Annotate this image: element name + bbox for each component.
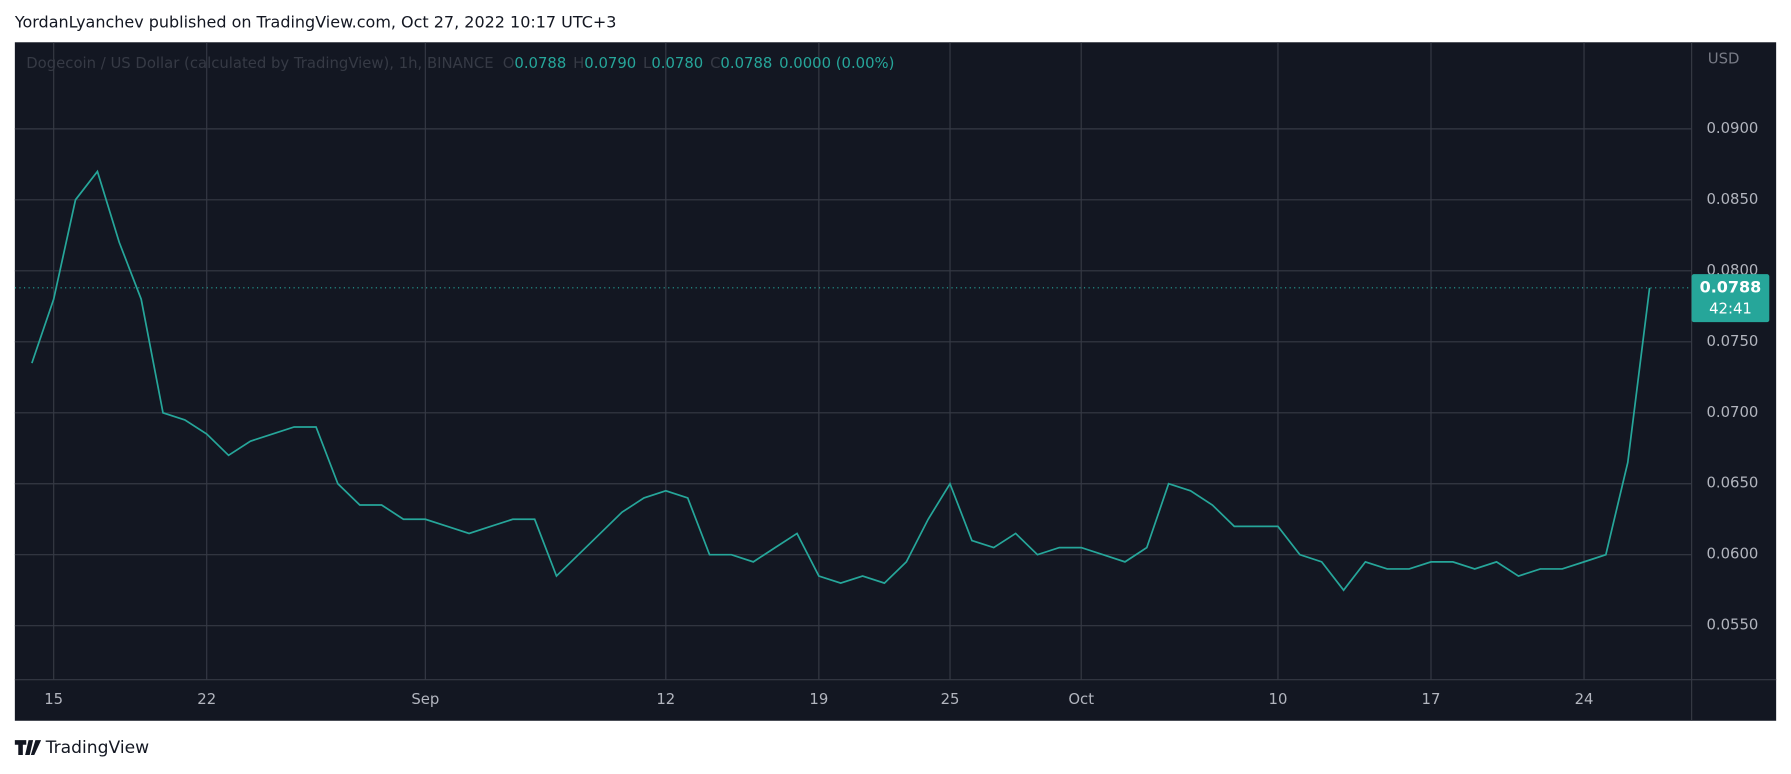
x-tick-label: 19 — [809, 691, 828, 708]
x-tick-label: 25 — [941, 691, 960, 708]
last-price-tag — [1691, 274, 1770, 323]
footer-logo: TradingView — [14, 738, 149, 758]
y-tick-label: 0.0550 — [1706, 617, 1758, 634]
y-tick-label: 0.0650 — [1706, 475, 1758, 492]
countdown: 42:41 — [1709, 301, 1752, 318]
ohlc-value: 0.0790 — [584, 55, 636, 72]
ohlc-label: O — [503, 55, 515, 72]
footer-brand: TradingView — [45, 738, 149, 758]
x-tick-label: 17 — [1422, 691, 1441, 708]
ohlc-value: 0.0780 — [651, 55, 703, 72]
x-tick-label: 24 — [1575, 691, 1594, 708]
x-tick-label: 15 — [44, 691, 63, 708]
ohlc-label: L — [643, 55, 652, 72]
x-tick-label: Sep — [411, 691, 439, 708]
y-tick-label: 0.0900 — [1706, 120, 1758, 137]
price-line — [31, 169, 1651, 592]
y-tick-label: 0.0850 — [1706, 191, 1758, 208]
y-tick-label: 0.0750 — [1706, 333, 1758, 350]
x-tick-label: 22 — [197, 691, 216, 708]
legend-title: Dogecoin / US Dollar (calculated by Trad… — [26, 55, 493, 72]
grid — [14, 42, 1692, 680]
y-tick-label: 0.0700 — [1706, 404, 1758, 421]
axes: 0.05500.06000.06500.07000.07500.08000.08… — [44, 120, 1770, 708]
last-price-label: 0.0788 — [1700, 277, 1762, 296]
chart-background — [14, 42, 1777, 721]
ohlc-value: 0.0788 — [720, 55, 772, 72]
ohlc-label: H — [573, 55, 584, 72]
plot — [14, 169, 1692, 592]
change: 0.0000 (0.00%) — [779, 55, 894, 72]
x-tick-label: Oct — [1068, 691, 1094, 708]
x-tick-label: 12 — [656, 691, 675, 708]
y-tick-label: 0.0600 — [1706, 546, 1758, 563]
legend: Dogecoin / US Dollar (calculated by Trad… — [26, 55, 894, 72]
x-tick-label: 10 — [1269, 691, 1288, 708]
ohlc-value: 0.0788 — [514, 55, 566, 72]
currency: USD — [1708, 50, 1740, 67]
ohlc-label: C — [710, 55, 720, 72]
byline: YordanLyanchev published on TradingView.… — [14, 12, 617, 31]
